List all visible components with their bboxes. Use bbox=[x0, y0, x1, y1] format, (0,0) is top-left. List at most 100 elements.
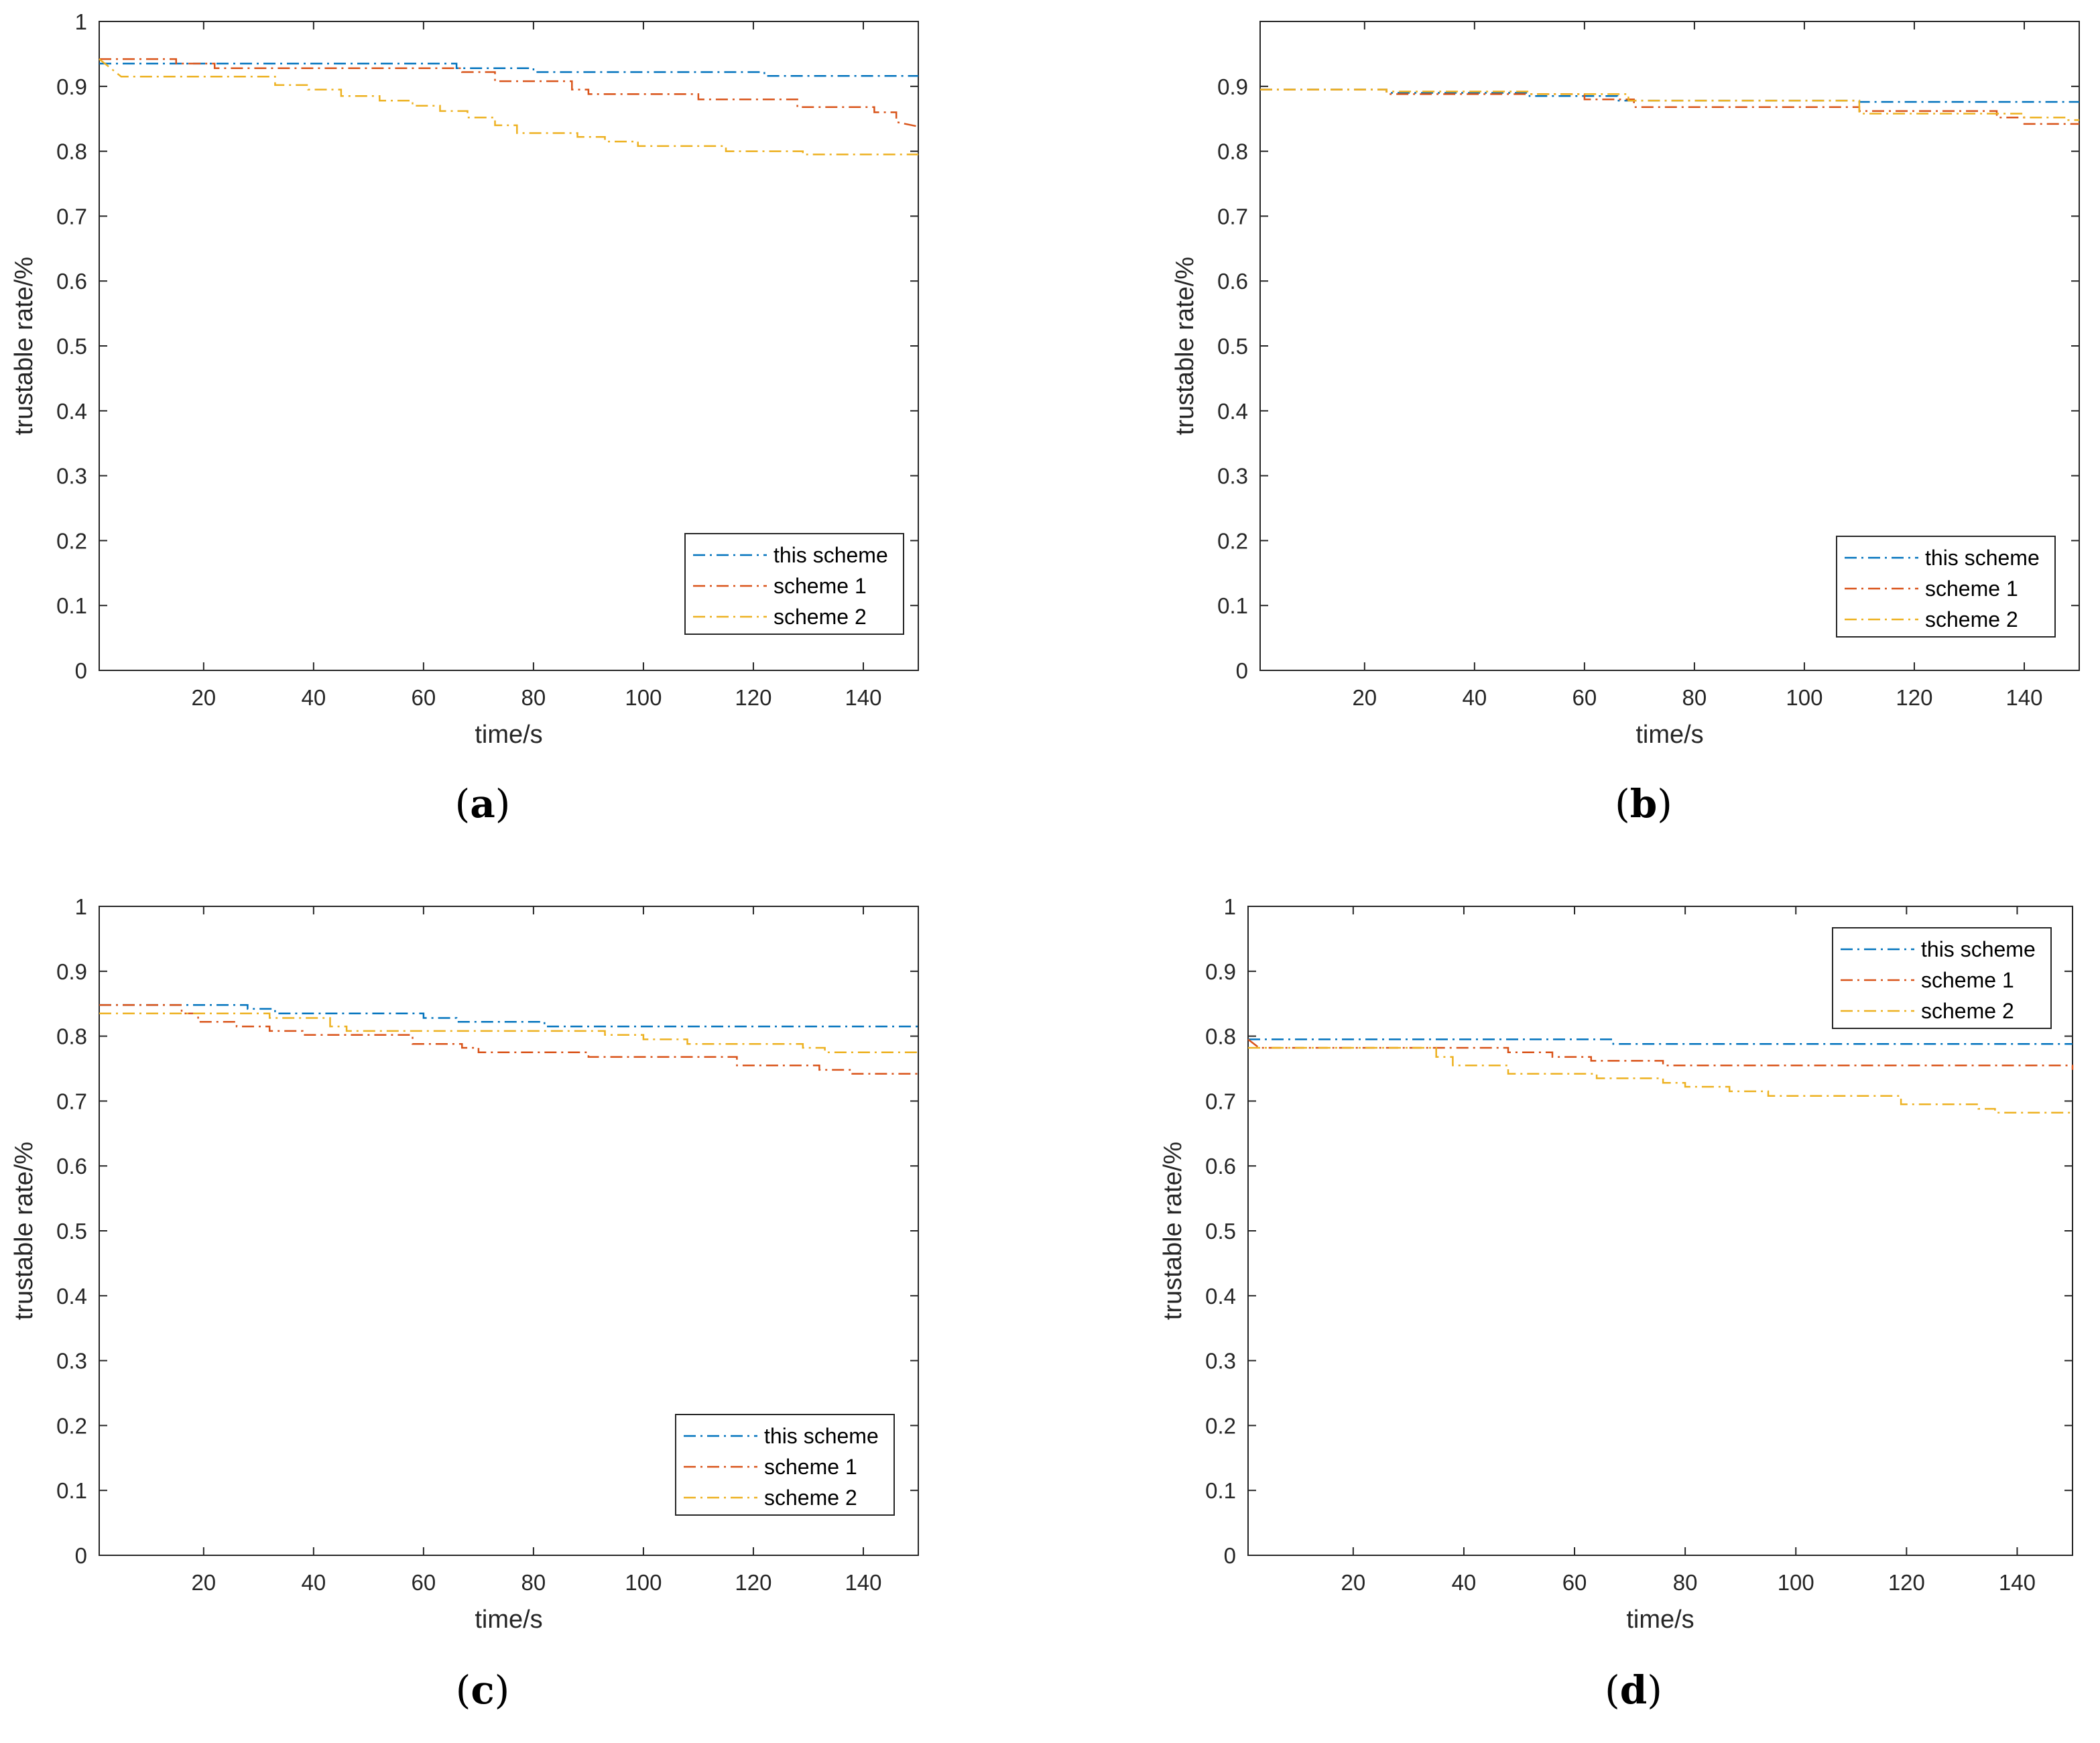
legend-entry: scheme 1 bbox=[764, 1455, 857, 1479]
x-tick-label: 100 bbox=[1786, 685, 1823, 710]
caption-a-letter: a bbox=[470, 781, 495, 827]
y-tick-label: 0.1 bbox=[1217, 593, 1248, 618]
x-tick-label: 140 bbox=[2005, 685, 2042, 710]
x-tick-label: 40 bbox=[301, 1570, 326, 1595]
series-line-scheme-2 bbox=[1248, 1046, 2073, 1114]
x-tick-label: 140 bbox=[1999, 1570, 2036, 1595]
y-tick-label: 0.3 bbox=[56, 464, 87, 489]
y-tick-label: 0.3 bbox=[1205, 1349, 1236, 1374]
x-tick-label: 20 bbox=[1341, 1570, 1365, 1595]
y-tick-label: 1 bbox=[75, 9, 87, 34]
x-tick-label: 120 bbox=[735, 685, 771, 710]
series-line-scheme-2 bbox=[99, 58, 918, 156]
x-tick-label: 80 bbox=[521, 685, 546, 710]
series-line-scheme-2 bbox=[99, 1012, 918, 1054]
caption-d: (d) bbox=[1605, 1667, 1662, 1713]
y-tick-label: 0.1 bbox=[1205, 1478, 1236, 1503]
legend-entry: scheme 1 bbox=[1921, 968, 2014, 992]
y-tick-label: 0.1 bbox=[56, 1478, 87, 1503]
legend-entry: scheme 2 bbox=[1925, 607, 2018, 632]
y-tick-label: 0.8 bbox=[56, 1024, 87, 1049]
y-tick-label: 1 bbox=[1224, 894, 1236, 919]
y-tick-label: 0.4 bbox=[1205, 1284, 1236, 1309]
legend-entry: scheme 2 bbox=[774, 605, 867, 629]
y-tick-label: 0.2 bbox=[1217, 528, 1248, 553]
x-tick-label: 40 bbox=[1462, 685, 1487, 710]
y-tick-label: 1 bbox=[75, 894, 87, 919]
y-tick-label: 0.7 bbox=[56, 1089, 87, 1114]
y-axis-label: trustable rate/% bbox=[10, 1142, 38, 1320]
x-tick-label: 60 bbox=[412, 1570, 436, 1595]
x-tick-label: 100 bbox=[1778, 1570, 1814, 1595]
legend-entry: this scheme bbox=[764, 1424, 879, 1448]
x-tick-label: 40 bbox=[1452, 1570, 1477, 1595]
y-tick-label: 0 bbox=[1236, 658, 1248, 683]
y-tick-label: 0 bbox=[75, 658, 87, 683]
y-tick-label: 0.1 bbox=[56, 593, 87, 618]
y-tick-label: 0.3 bbox=[1217, 464, 1248, 489]
x-tick-label: 80 bbox=[521, 1570, 546, 1595]
y-axis-label: trustable rate/% bbox=[1159, 1142, 1187, 1320]
y-tick-label: 0.7 bbox=[1205, 1089, 1236, 1114]
y-tick-label: 0.4 bbox=[1217, 399, 1248, 424]
y-tick-label: 0.6 bbox=[1205, 1154, 1236, 1179]
series-line-scheme-1 bbox=[99, 1004, 918, 1075]
x-tick-label: 120 bbox=[735, 1570, 771, 1595]
caption-d-letter: d bbox=[1619, 1667, 1648, 1713]
legend-entry: this scheme bbox=[1925, 546, 2040, 570]
x-tick-label: 120 bbox=[1888, 1570, 1925, 1595]
legend-entry: scheme 1 bbox=[1925, 577, 2018, 601]
y-axis-label: trustable rate/% bbox=[10, 257, 38, 435]
series-line-scheme-2 bbox=[1260, 88, 2079, 121]
legend-entry: this scheme bbox=[1921, 937, 2036, 961]
x-axis-label: time/s bbox=[1635, 721, 1703, 749]
y-tick-label: 0.2 bbox=[1205, 1413, 1236, 1438]
y-tick-label: 0.9 bbox=[1205, 959, 1236, 984]
y-tick-label: 0.4 bbox=[56, 1284, 87, 1309]
legend-entry: scheme 2 bbox=[764, 1486, 857, 1510]
caption-c-letter: c bbox=[471, 1667, 495, 1713]
x-tick-label: 120 bbox=[1896, 685, 1932, 710]
y-tick-label: 0.9 bbox=[56, 74, 87, 99]
y-tick-label: 0.8 bbox=[1217, 139, 1248, 164]
y-tick-label: 0.8 bbox=[1205, 1024, 1236, 1049]
caption-a: (a) bbox=[454, 781, 511, 827]
x-tick-label: 20 bbox=[1352, 685, 1377, 710]
legend-entry: scheme 1 bbox=[774, 574, 867, 598]
y-tick-label: 0.6 bbox=[56, 1154, 87, 1179]
series-line-scheme-1 bbox=[1260, 88, 2079, 125]
y-tick-label: 0.2 bbox=[56, 528, 87, 553]
x-tick-label: 100 bbox=[625, 685, 662, 710]
x-tick-label: 100 bbox=[625, 1570, 662, 1595]
x-tick-label: 60 bbox=[1572, 685, 1597, 710]
x-tick-label: 140 bbox=[845, 685, 881, 710]
x-tick-label: 60 bbox=[412, 685, 436, 710]
y-tick-label: 0.5 bbox=[56, 1219, 87, 1244]
x-tick-label: 40 bbox=[301, 685, 326, 710]
x-tick-label: 20 bbox=[191, 1570, 216, 1595]
x-axis-label: time/s bbox=[475, 721, 542, 749]
caption-b: (b) bbox=[1615, 781, 1672, 827]
y-tick-label: 0.7 bbox=[1217, 204, 1248, 229]
y-tick-label: 0.6 bbox=[1217, 269, 1248, 294]
y-tick-label: 0.5 bbox=[1217, 334, 1248, 359]
x-tick-label: 80 bbox=[1682, 685, 1707, 710]
y-tick-label: 0 bbox=[75, 1543, 87, 1568]
y-tick-label: 0.8 bbox=[56, 139, 87, 164]
x-tick-label: 60 bbox=[1562, 1570, 1587, 1595]
x-tick-label: 20 bbox=[191, 685, 216, 710]
legend-entry: this scheme bbox=[774, 543, 888, 567]
y-tick-label: 0.7 bbox=[56, 204, 87, 229]
y-tick-label: 0.6 bbox=[56, 269, 87, 294]
legend-entry: scheme 2 bbox=[1921, 999, 2014, 1023]
y-tick-label: 0.9 bbox=[1217, 74, 1248, 99]
x-tick-label: 80 bbox=[1673, 1570, 1698, 1595]
x-axis-label: time/s bbox=[1626, 1606, 1694, 1634]
